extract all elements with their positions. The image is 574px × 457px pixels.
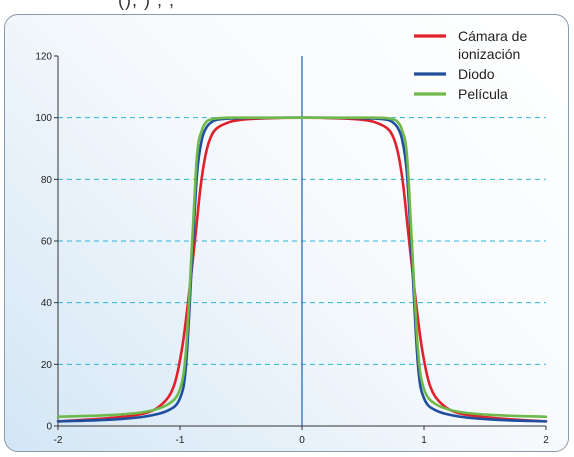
legend-label-0-1: ionización <box>458 46 520 62</box>
legend-label-0-0: Cámara de <box>458 28 527 44</box>
y-tick-label-40: 40 <box>41 298 53 309</box>
y-tick-label-60: 60 <box>41 237 53 248</box>
chart-frame <box>4 14 569 452</box>
x-tick-label-0: 0 <box>299 435 305 446</box>
x-tick-label-2: 2 <box>543 435 549 446</box>
clipped-header: (), ) , , <box>0 0 574 14</box>
y-tick-label-80: 80 <box>41 175 53 186</box>
y-tick-label-100: 100 <box>35 113 52 124</box>
legend: Cámara de ionización Diodo Película <box>414 28 527 102</box>
axes <box>54 55 547 430</box>
tick-labels: 0 20 40 60 80 100 120 -2 -1 0 1 2 <box>35 52 549 447</box>
y-tick-label-0: 0 <box>46 422 52 433</box>
legend-label-2-0: Película <box>458 86 508 102</box>
y-tick-label-120: 120 <box>35 52 52 63</box>
series-line-2 <box>56 116 548 419</box>
x-tick-label-1: 1 <box>421 435 427 446</box>
series-lines <box>56 116 548 423</box>
clipped-header-text: (), ) , , <box>118 0 175 10</box>
legend-label-1-0: Diodo <box>458 66 495 82</box>
x-tick-label--1: -1 <box>176 435 185 446</box>
y-tick-label-20: 20 <box>41 360 53 371</box>
x-tick-label--2: -2 <box>54 435 63 446</box>
